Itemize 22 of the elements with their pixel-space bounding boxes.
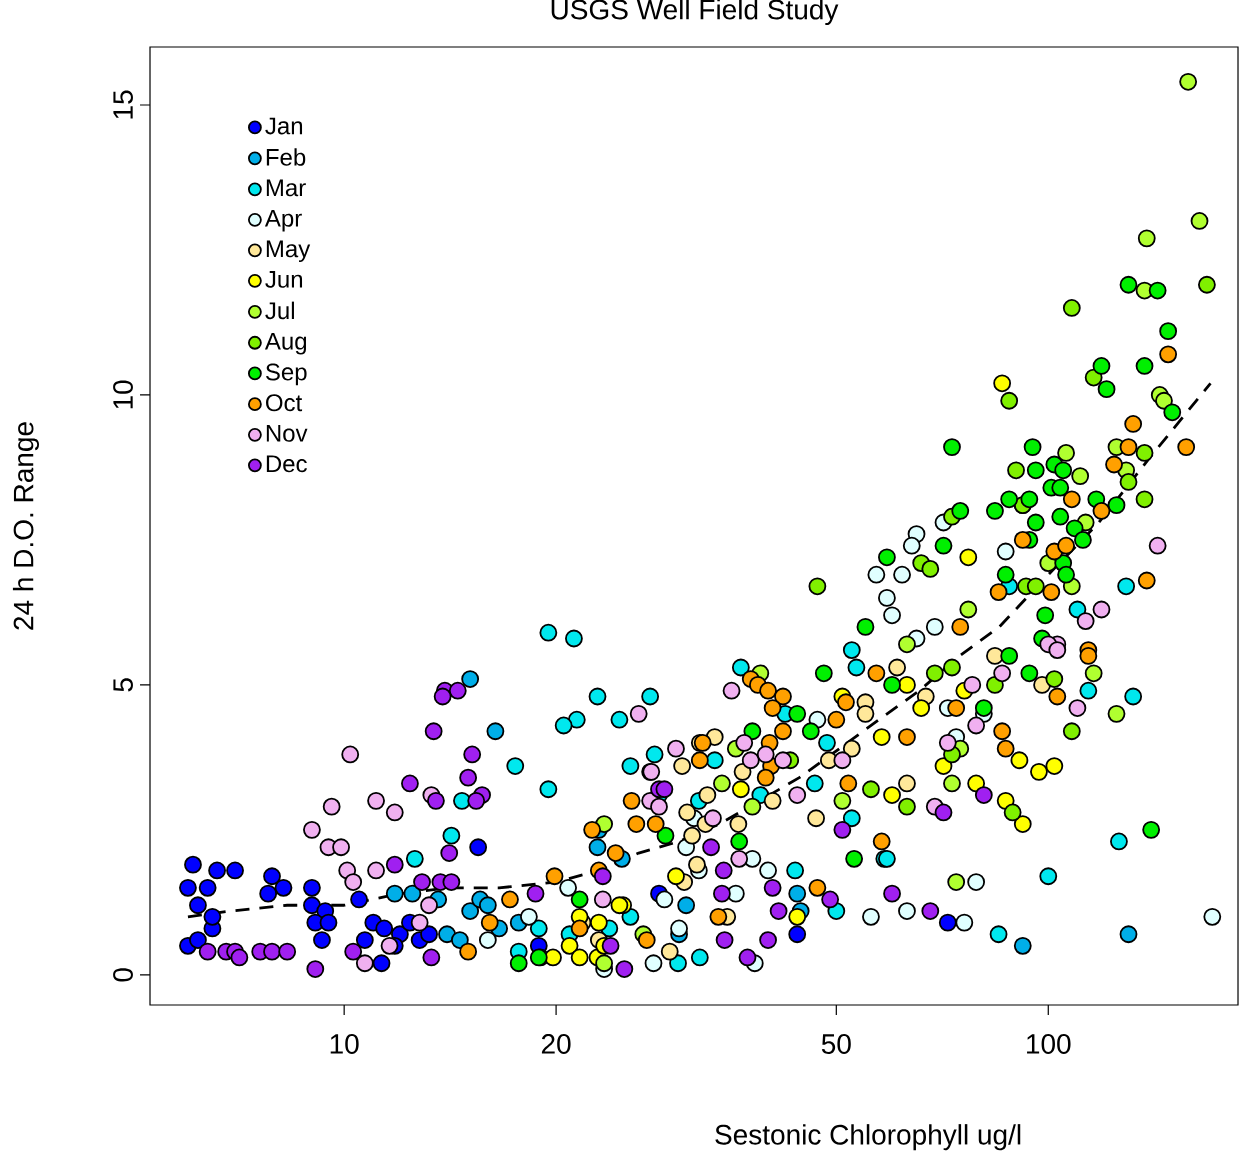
x-tick-label: 10 <box>330 1034 359 1054</box>
legend-label: Sep <box>265 363 307 386</box>
x-tick-label: 50 <box>821 1034 851 1054</box>
y-axis-title: 24 h D.O. Range <box>12 422 40 630</box>
x-tick-label: 20 <box>541 1034 571 1054</box>
y-tick-label: 15 <box>113 90 133 119</box>
x-tick-label: 100 <box>1027 1034 1071 1054</box>
legend-label: Dec <box>266 455 307 473</box>
y-tick-label: 5 <box>113 678 133 692</box>
legend-label: Feb <box>266 148 306 166</box>
x-axis-title: Sestonic Chlorophyll ug/l <box>715 1124 1021 1151</box>
legend-label: Jul <box>265 301 294 320</box>
legend-label: Jan <box>265 117 303 135</box>
legend-label: Oct <box>266 394 303 412</box>
legend-label: Aug <box>264 333 307 355</box>
y-tick-label: 10 <box>113 380 133 409</box>
legend-label: Apr <box>264 210 302 232</box>
legend-label: Mar <box>266 179 306 197</box>
legend-label: Nov <box>266 425 308 442</box>
legend-label: Jun <box>265 271 303 288</box>
y-tick-label: 0 <box>113 968 133 982</box>
legend-label: May <box>266 240 311 263</box>
